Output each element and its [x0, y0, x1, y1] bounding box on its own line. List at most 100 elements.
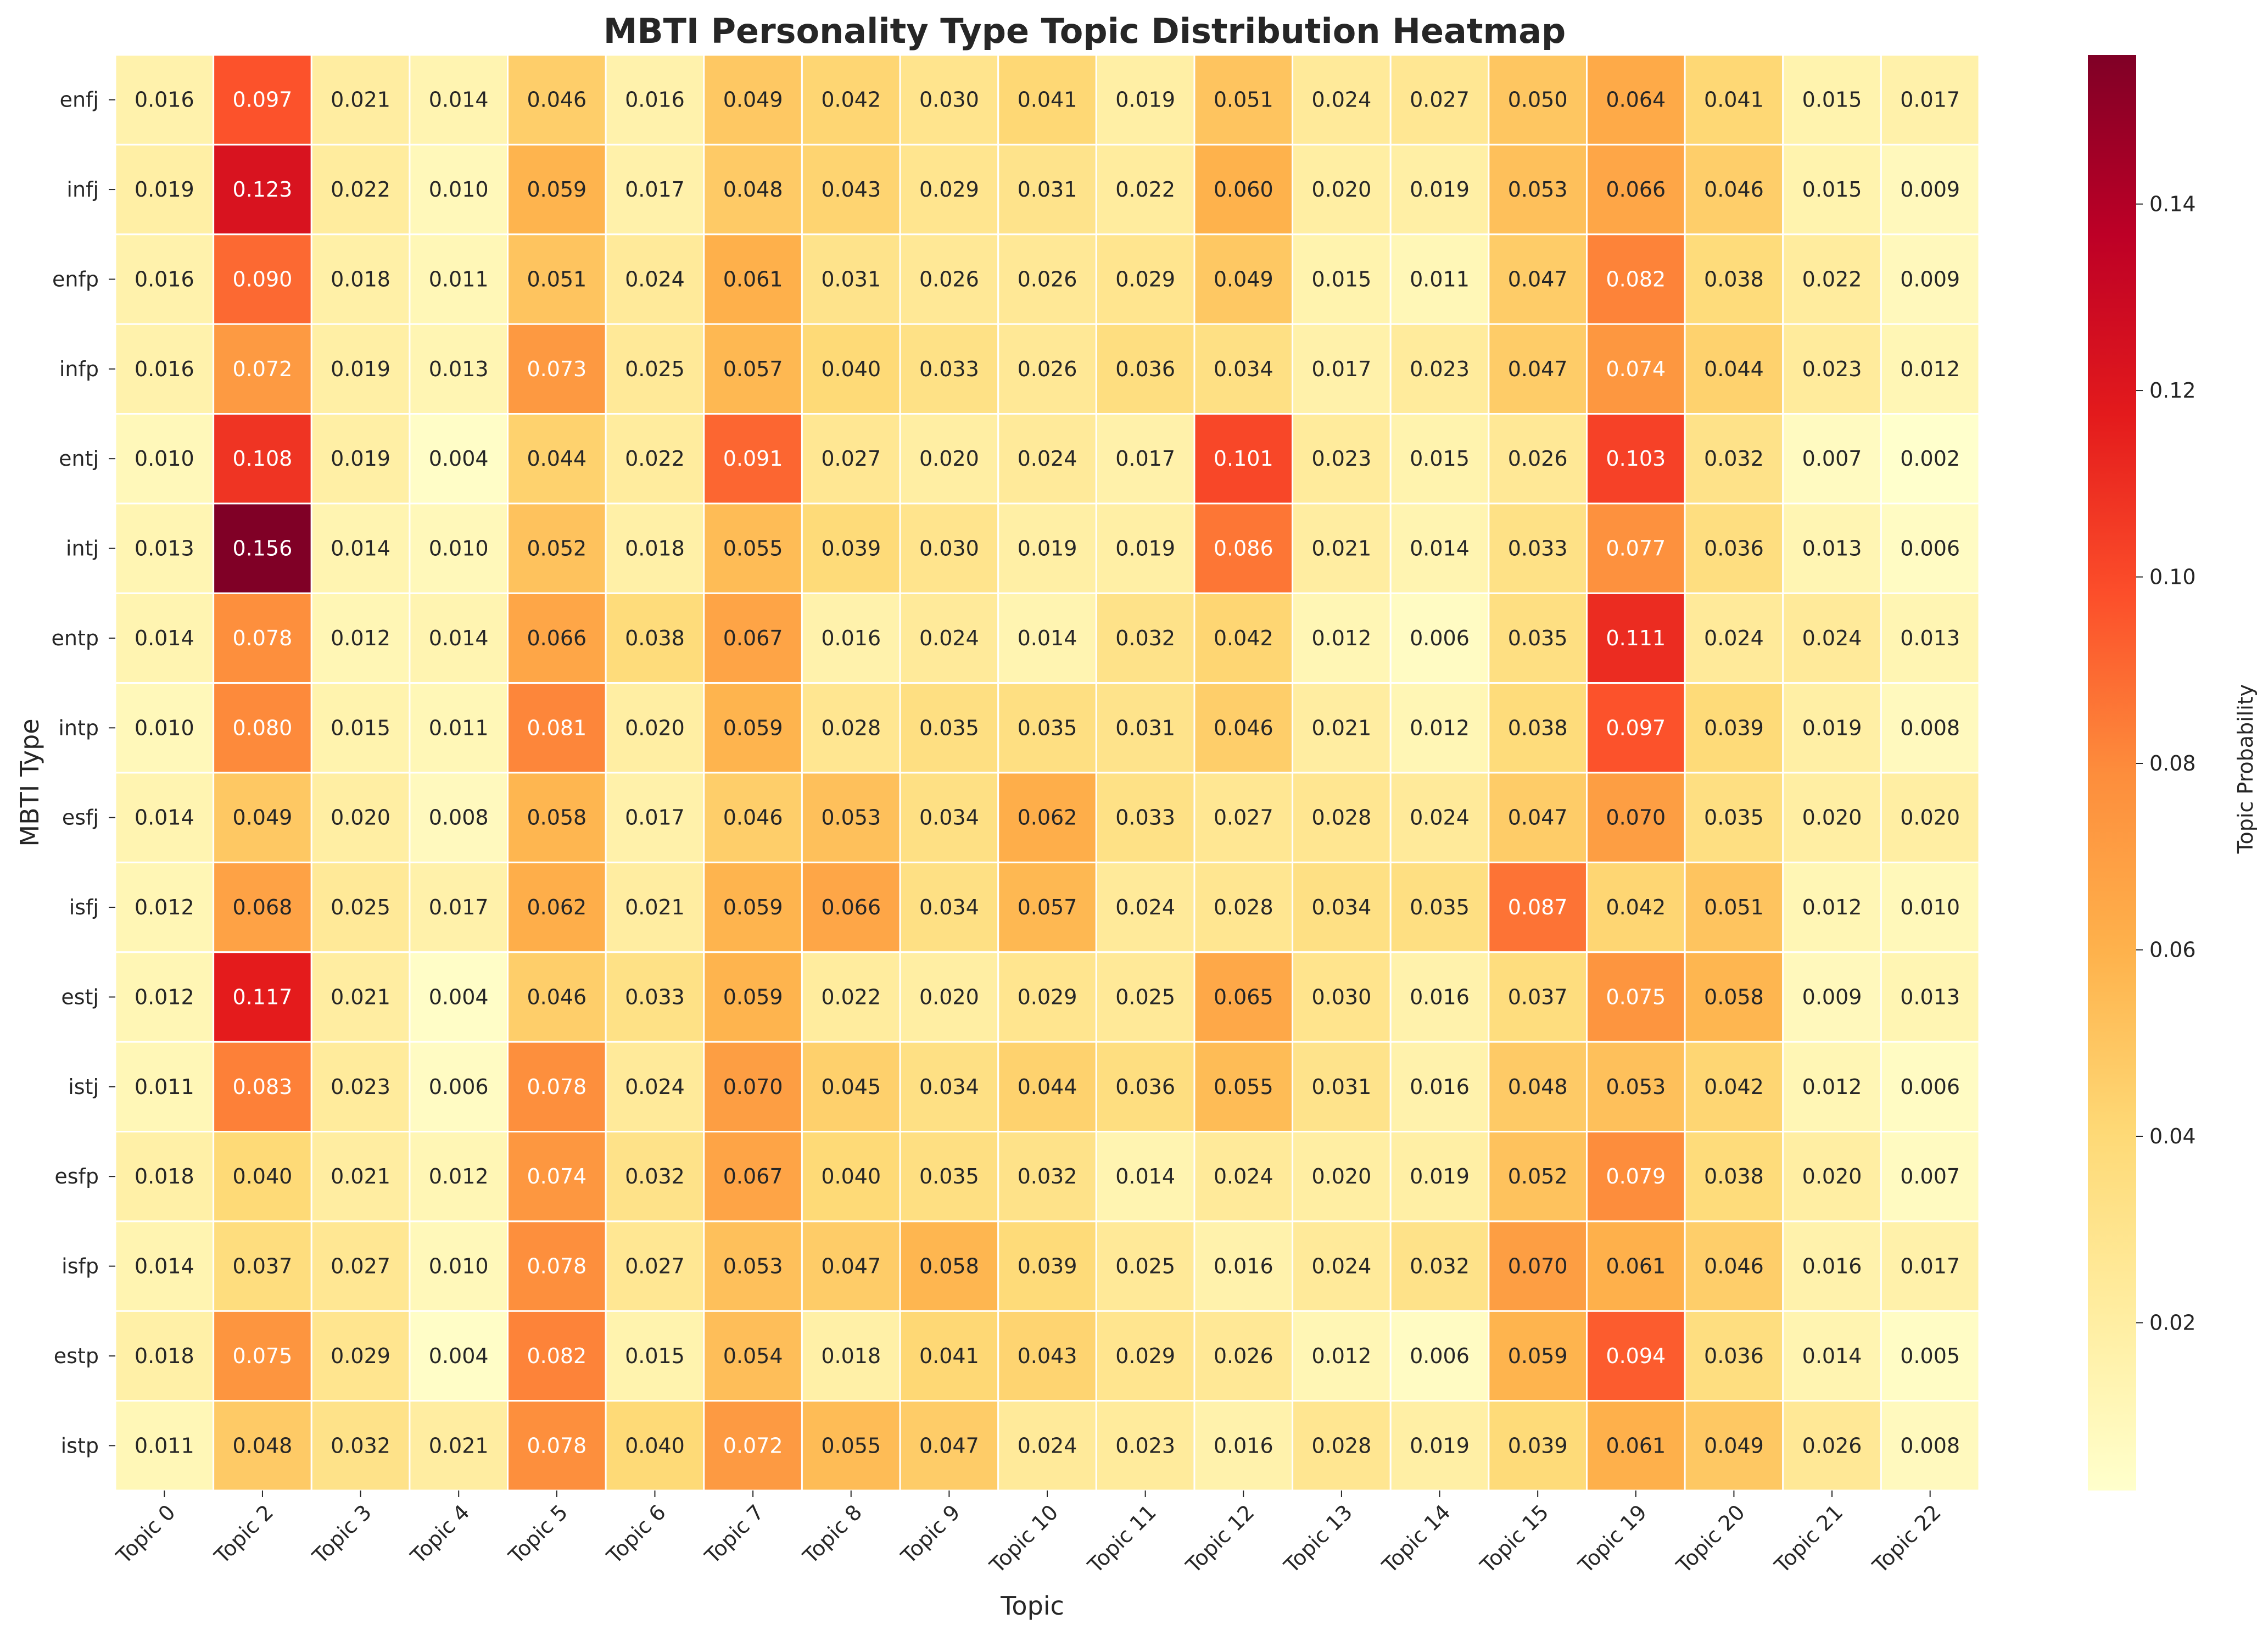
heatmap-cell-value: 0.074: [1606, 357, 1666, 381]
x-axis-ticks: Topic 0 Topic 2 Topic 3 Topic 4 Topic 5 Topic…: [111, 1491, 1946, 1578]
heatmap-cell: [1782, 1220, 1882, 1312]
heatmap-cell-value: 0.047: [919, 1433, 979, 1458]
heatmap-cell: [1585, 772, 1686, 863]
heatmap-cell-value: 0.066: [527, 626, 586, 650]
heatmap-cell: [1389, 1041, 1490, 1132]
colorbar-tick-label: 0.08: [2149, 751, 2196, 775]
heatmap-cell-value: 0.026: [1508, 446, 1568, 471]
heatmap-cell-value: 0.021: [625, 895, 685, 919]
heatmap-cell: [1292, 1041, 1392, 1132]
heatmap-cell-value: 0.015: [331, 716, 390, 740]
heatmap-cell: [1095, 413, 1196, 505]
heatmap-cell-value: 0.026: [919, 267, 979, 291]
heatmap-cell-value: 0.012: [429, 1164, 489, 1188]
heatmap-cell: [899, 143, 999, 236]
heatmap-cell-value: 0.083: [233, 1075, 293, 1099]
heatmap-cell: [703, 503, 803, 594]
heatmap-cell: [507, 233, 607, 325]
heatmap-cell-value: 0.034: [919, 895, 979, 919]
heatmap-cell-value: 0.010: [135, 716, 194, 740]
heatmap-cell-value: 0.024: [1410, 806, 1470, 830]
heatmap-cell: [1488, 1310, 1588, 1402]
heatmap-cell: [1193, 323, 1294, 415]
heatmap-cell-value: 0.040: [625, 1433, 685, 1458]
y-tick-label: estp: [54, 1344, 99, 1368]
heatmap-cell: [310, 951, 411, 1043]
heatmap-cell-value: 0.019: [135, 177, 194, 202]
heatmap-cell: [703, 861, 803, 953]
heatmap-cell-value: 0.014: [429, 88, 489, 112]
heatmap-cell-value: 0.029: [919, 177, 979, 202]
heatmap-cell-value: 0.017: [1311, 357, 1371, 381]
heatmap-cell-value: 0.027: [625, 1254, 685, 1279]
heatmap-cell: [1684, 503, 1784, 594]
heatmap-cell-value: 0.051: [1214, 88, 1273, 112]
x-tick-label: Topic 21: [1769, 1500, 1847, 1578]
heatmap-cell: [1782, 682, 1882, 774]
x-tick-label: Topic 19: [1573, 1500, 1651, 1578]
heatmap-cell-value: 0.053: [723, 1254, 783, 1279]
heatmap-cell-value: 0.111: [1606, 626, 1666, 650]
heatmap-cell-value: 0.077: [1606, 537, 1666, 561]
heatmap-cell-value: 0.019: [1802, 716, 1862, 740]
heatmap-cell-value: 0.059: [1508, 1344, 1568, 1368]
heatmap-cell: [1488, 413, 1588, 505]
heatmap-cell-value: 0.020: [1311, 177, 1371, 202]
heatmap-cell-value: 0.020: [919, 985, 979, 1009]
heatmap-cell: [1880, 682, 1980, 774]
heatmap-cell-value: 0.024: [625, 1075, 685, 1099]
colorbar-tick-label: 0.12: [2149, 378, 2196, 403]
heatmap-cell-value: 0.016: [135, 88, 194, 112]
heatmap-cell-value: 0.015: [1802, 88, 1862, 112]
heatmap-cell: [1880, 772, 1980, 863]
heatmap-cell: [1389, 682, 1490, 774]
heatmap-cell-value: 0.046: [1704, 1254, 1764, 1279]
heatmap-cell: [1193, 1400, 1294, 1492]
heatmap-cell-value: 0.031: [1018, 177, 1077, 202]
heatmap-cell-value: 0.052: [1508, 1164, 1568, 1188]
heatmap-cell-value: 0.094: [1606, 1344, 1666, 1368]
heatmap-cell-value: 0.039: [1704, 716, 1764, 740]
heatmap-cell-value: 0.018: [821, 1344, 881, 1368]
y-tick-label: esfp: [54, 1164, 99, 1188]
heatmap-cell-value: 0.051: [527, 267, 586, 291]
heatmap-cell-value: 0.031: [1115, 716, 1175, 740]
heatmap-cell: [605, 682, 705, 774]
heatmap-cell-value: 0.059: [723, 985, 783, 1009]
heatmap-cell: [997, 143, 1097, 236]
heatmap-cell: [1095, 861, 1196, 953]
heatmap-cell-value: 0.020: [1802, 806, 1862, 830]
heatmap-cell-value: 0.015: [1311, 267, 1371, 291]
y-tick-label: enfp: [52, 267, 99, 291]
heatmap-cell-value: 0.026: [1018, 357, 1077, 381]
heatmap-cell-value: 0.018: [625, 537, 685, 561]
heatmap-cell-value: 0.020: [1900, 806, 1960, 830]
heatmap-cell-value: 0.009: [1900, 177, 1960, 202]
heatmap-cell: [507, 1041, 607, 1132]
heatmap-cell-value: 0.097: [233, 88, 293, 112]
heatmap-cell-value: 0.087: [1508, 895, 1568, 919]
heatmap-cell-value: 0.066: [1606, 177, 1666, 202]
heatmap-cell-value: 0.028: [1311, 806, 1371, 830]
heatmap-cell: [1585, 1310, 1686, 1402]
heatmap-cell: [997, 592, 1097, 684]
heatmap-cell: [1488, 503, 1588, 594]
colorbar-tick-label: 0.06: [2149, 938, 2196, 962]
heatmap-cell: [1880, 413, 1980, 505]
heatmap-cell-value: 0.035: [1508, 626, 1568, 650]
heatmap-cell-value: 0.022: [1802, 267, 1862, 291]
heatmap-cell: [801, 413, 901, 505]
heatmap-cell: [1193, 772, 1294, 863]
heatmap-cell-value: 0.016: [1410, 1075, 1470, 1099]
heatmap-cell: [310, 1400, 411, 1492]
heatmap-cell-value: 0.019: [1410, 1433, 1470, 1458]
heatmap-cell: [1684, 1131, 1784, 1222]
heatmap-cell-value: 0.013: [135, 537, 194, 561]
heatmap-cell: [114, 503, 215, 594]
heatmap-cell: [1585, 1041, 1686, 1132]
y-tick-label: entp: [52, 626, 99, 650]
heatmap-cell: [997, 861, 1097, 953]
heatmap-cell: [1193, 413, 1294, 505]
heatmap-cell-value: 0.016: [1802, 1254, 1862, 1279]
heatmap-cell: [213, 233, 312, 325]
